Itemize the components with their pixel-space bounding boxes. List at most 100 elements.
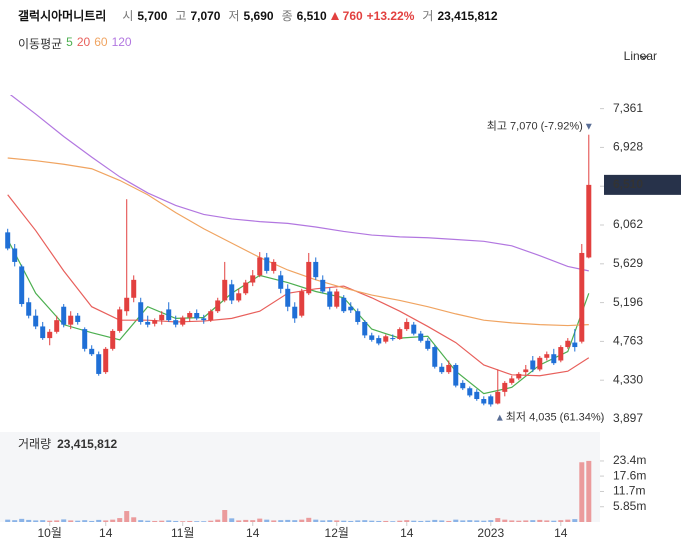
legend-entry: 120 bbox=[111, 35, 132, 49]
y-tick-label: 7,361 bbox=[613, 101, 643, 115]
volume-bar bbox=[390, 521, 396, 522]
volume-bar bbox=[26, 519, 32, 522]
x-tick-label: 10월 bbox=[38, 526, 62, 540]
y-tick-label: 3,897 bbox=[613, 411, 643, 425]
candle-body bbox=[96, 354, 102, 374]
candle-body bbox=[117, 309, 123, 331]
volume-bar bbox=[362, 520, 368, 522]
volume-bar bbox=[89, 520, 95, 522]
candle-body bbox=[278, 275, 284, 289]
volume-bar bbox=[222, 510, 228, 522]
candle-body bbox=[33, 315, 39, 327]
candle-body bbox=[264, 257, 270, 271]
volume-total: 23,415,812 bbox=[57, 437, 117, 451]
candle-body bbox=[404, 321, 410, 330]
candle-body bbox=[446, 364, 452, 373]
volume-bar bbox=[54, 520, 60, 522]
volume-bar bbox=[460, 520, 466, 522]
volume-bar bbox=[110, 519, 116, 522]
candle-body bbox=[285, 288, 291, 307]
candle-body bbox=[362, 321, 368, 336]
volume-bar bbox=[103, 520, 109, 522]
volume-bar bbox=[243, 519, 249, 522]
volume-bar bbox=[530, 520, 536, 522]
volume-bar bbox=[131, 517, 137, 522]
volume-bar bbox=[173, 520, 179, 522]
candle-body bbox=[110, 330, 116, 349]
volume-bar bbox=[278, 520, 284, 522]
volume-bar bbox=[166, 520, 172, 522]
candle-body bbox=[201, 318, 207, 321]
candle-body bbox=[341, 297, 347, 312]
volume-bar bbox=[474, 520, 480, 522]
candle-body bbox=[537, 357, 543, 370]
change: 760 bbox=[342, 8, 363, 23]
volume-bar bbox=[369, 520, 375, 522]
candle-body bbox=[68, 315, 74, 325]
volume-bar bbox=[201, 521, 207, 522]
x-tick-label: 11월 bbox=[171, 526, 195, 540]
x-tick-label: 14 bbox=[400, 526, 414, 540]
volume-bar bbox=[75, 520, 81, 522]
volume-bar bbox=[425, 520, 431, 522]
volume-bar bbox=[208, 520, 214, 522]
volume-bar bbox=[47, 520, 53, 522]
candle-body bbox=[523, 369, 529, 373]
candle-body bbox=[334, 291, 340, 307]
candle-body bbox=[159, 314, 165, 321]
candle-body bbox=[257, 257, 263, 276]
field-value: 7,070 bbox=[190, 8, 221, 23]
candle-body bbox=[313, 261, 319, 278]
ma-lines bbox=[7, 95, 590, 395]
ma-title: 이동평균 bbox=[18, 37, 63, 51]
candle-body bbox=[425, 340, 431, 349]
field-value: 5,700 bbox=[137, 8, 168, 23]
legend-entry: 20 bbox=[76, 35, 91, 49]
candle-body bbox=[47, 331, 53, 339]
candle-body bbox=[355, 311, 361, 322]
volume-bar bbox=[334, 520, 340, 522]
volume-bar bbox=[565, 519, 571, 522]
candle-body bbox=[572, 342, 578, 348]
volume-bar bbox=[194, 521, 200, 522]
candle-body bbox=[551, 354, 557, 364]
candle-body bbox=[306, 261, 312, 294]
volume-bar bbox=[82, 520, 88, 522]
volume-bar bbox=[551, 520, 557, 522]
legend-entry: 60 bbox=[94, 35, 108, 49]
ma-line bbox=[7, 239, 590, 395]
y-tick-label: 5,196 bbox=[613, 295, 643, 309]
volume-bar bbox=[40, 520, 46, 522]
volume-bar bbox=[5, 519, 11, 522]
candle-body bbox=[376, 338, 382, 344]
candle-body bbox=[530, 360, 536, 370]
candle-body bbox=[145, 321, 151, 325]
volume-bar bbox=[446, 520, 452, 522]
stock-name: 갤럭시아머니트리 bbox=[18, 9, 107, 23]
volume-bar bbox=[327, 520, 333, 522]
volume-bar bbox=[579, 462, 585, 522]
volume-bar bbox=[180, 521, 186, 522]
volume-bar bbox=[159, 520, 165, 522]
candle-body bbox=[215, 300, 221, 312]
candle-body bbox=[565, 340, 571, 348]
candle-body bbox=[229, 284, 235, 301]
volume-bar bbox=[61, 519, 67, 522]
volume-bar bbox=[383, 520, 389, 522]
volume-bar bbox=[397, 520, 403, 522]
volume-bar bbox=[572, 519, 578, 522]
volume-bar bbox=[264, 519, 270, 522]
volume-bar bbox=[467, 520, 473, 522]
menu-chevron[interactable] bbox=[639, 54, 649, 60]
x-tick-label: 14 bbox=[554, 526, 568, 540]
y-tick-label: 5.85m bbox=[613, 499, 646, 513]
volume-bar bbox=[488, 520, 494, 522]
ma-line bbox=[7, 157, 589, 327]
x-tick-label: 14 bbox=[246, 526, 260, 540]
volume-bar bbox=[516, 520, 522, 522]
volume-bar bbox=[418, 520, 424, 522]
candle-body bbox=[103, 348, 109, 373]
candle-body bbox=[467, 388, 473, 396]
volume-bar bbox=[439, 520, 445, 522]
y-tick-label: 4,330 bbox=[613, 372, 643, 386]
